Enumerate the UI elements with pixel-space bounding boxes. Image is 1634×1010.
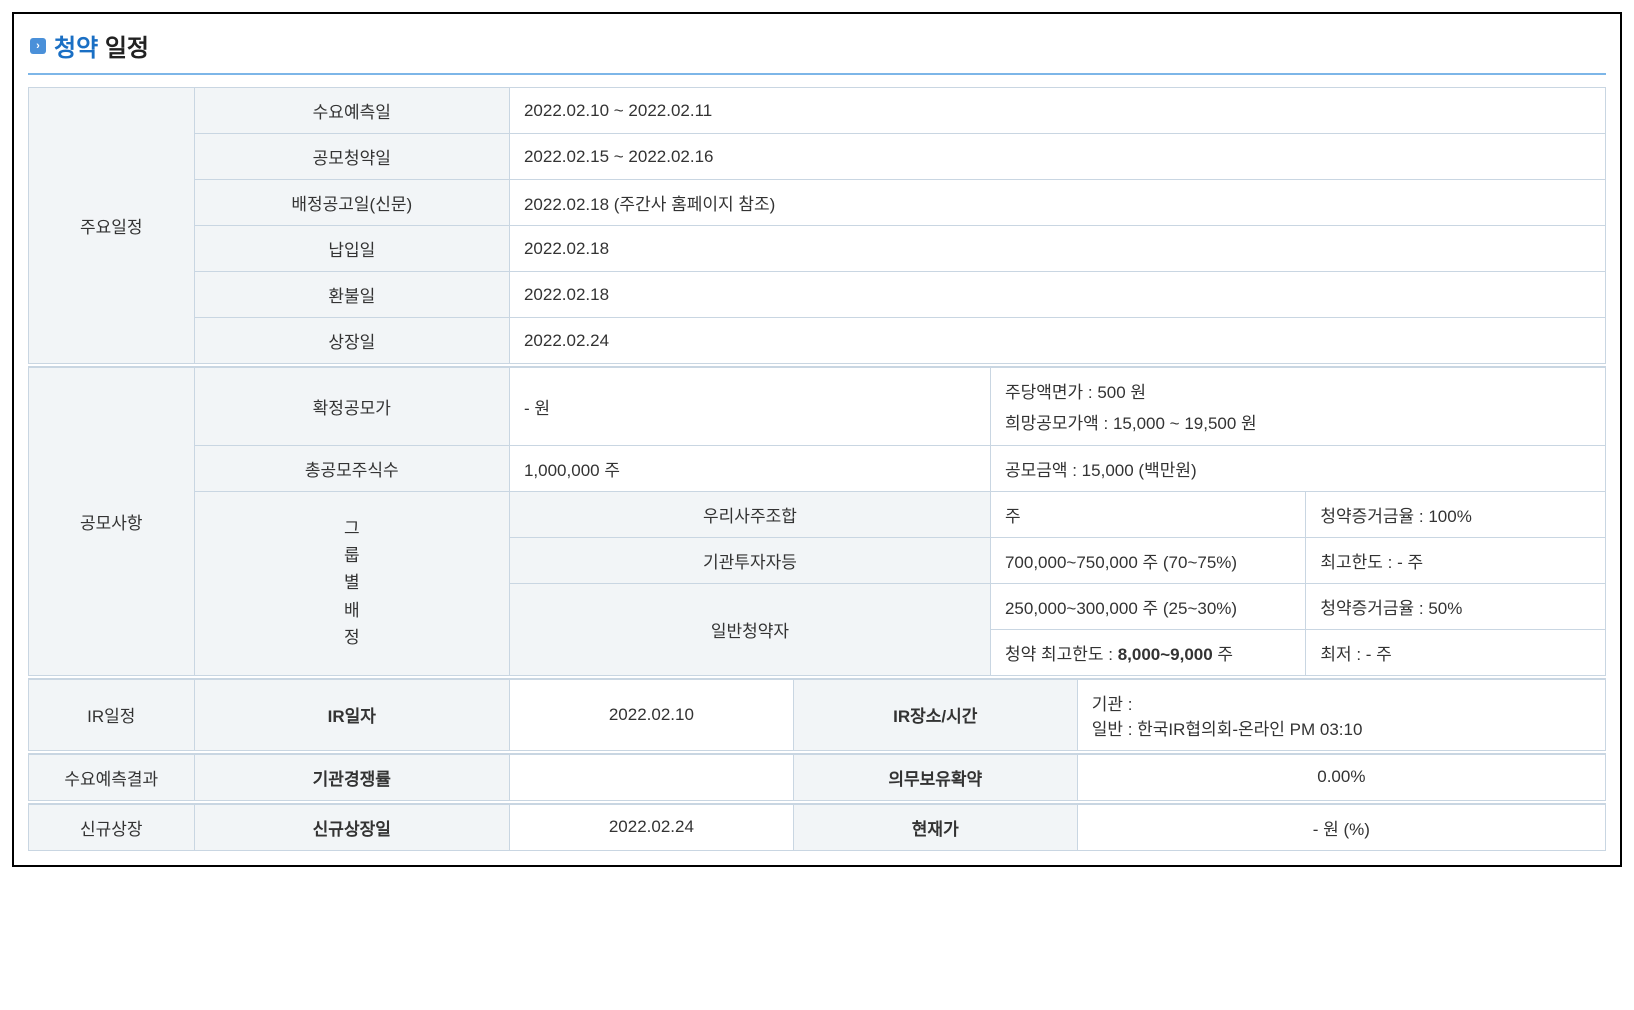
row-value: 2022.02.18 (주간사 홈페이지 참조): [509, 180, 1605, 226]
row-label: 납입일: [194, 226, 509, 272]
total-shares-value: 1,000,000 주: [509, 445, 990, 491]
group-retail-note1: 청약증거금율 : 50%: [1306, 583, 1606, 629]
group-inst-shares: 700,000~750,000 주 (70~75%): [990, 537, 1305, 583]
demand-lockup-label: 의무보유확약: [793, 754, 1077, 801]
group-retail-note2: 최저 : - 주: [1306, 629, 1606, 675]
row-value: 2022.02.24: [509, 318, 1605, 364]
ir-table: IR일정 IR일자 2022.02.10 IR장소/시간 기관 : 일반 : 한…: [28, 678, 1606, 751]
row-value: 2022.02.15 ~ 2022.02.16: [509, 134, 1605, 180]
demand-table: 수요예측결과 기관경쟁률 의무보유확약 0.00%: [28, 753, 1606, 801]
listing-price-value: - 원 (%): [1077, 804, 1605, 851]
ir-place-label: IR장소/시간: [793, 679, 1077, 751]
listing-table: 신규상장 신규상장일 2022.02.24 현재가 - 원 (%): [28, 803, 1606, 851]
title-accent: 청약: [54, 35, 98, 62]
group-esop-shares: 주: [990, 491, 1305, 537]
fixed-price-value: - 원: [509, 367, 990, 445]
ir-date-label: IR일자: [194, 679, 509, 751]
listing-price-label: 현재가: [793, 804, 1077, 851]
fixed-price-label: 확정공모가: [194, 367, 509, 445]
section-header: › 청약 일정: [28, 24, 1606, 75]
retail-limit-suffix: 주: [1213, 645, 1233, 664]
offering-section-label: 공모사항: [29, 367, 195, 675]
group-retail-limit: 청약 최고한도 : 8,000~9,000 주: [990, 629, 1305, 675]
listing-date-label: 신규상장일: [194, 804, 509, 851]
schedule-table: 주요일정 수요예측일 2022.02.10 ~ 2022.02.11 공모청약일…: [28, 87, 1606, 364]
ir-date-value: 2022.02.10: [509, 679, 793, 751]
demand-ratio-label: 기관경쟁률: [194, 754, 509, 801]
demand-section-label: 수요예측결과: [29, 754, 195, 801]
offering-amount: 공모금액 : 15,000 (백만원): [990, 445, 1605, 491]
row-value: 2022.02.18: [509, 272, 1605, 318]
row-value: 2022.02.10 ~ 2022.02.11: [509, 88, 1605, 134]
retail-limit-label: 청약 최고한도 :: [1005, 645, 1118, 664]
hoped-price: 희망공모가액 : 15,000 ~ 19,500 원: [1005, 409, 1591, 434]
group-inst-name: 기관투자자등: [509, 537, 990, 583]
total-shares-label: 총공모주식수: [194, 445, 509, 491]
title-rest: 일정: [105, 35, 149, 62]
row-value: 2022.02.18: [509, 226, 1605, 272]
group-esop-note: 청약증거금율 : 100%: [1306, 491, 1606, 537]
demand-lockup-value: 0.00%: [1077, 754, 1605, 801]
ir-section-label: IR일정: [29, 679, 195, 751]
listing-section-label: 신규상장: [29, 804, 195, 851]
group-inst-note: 최고한도 : - 주: [1306, 537, 1606, 583]
group-retail-shares: 250,000~300,000 주 (25~30%): [990, 583, 1305, 629]
offering-table: 공모사항 확정공모가 - 원 주당액면가 : 500 원 희망공모가액 : 15…: [28, 366, 1606, 676]
row-label: 수요예측일: [194, 88, 509, 134]
demand-ratio-value: [509, 754, 793, 801]
row-label: 공모청약일: [194, 134, 509, 180]
row-label: 환불일: [194, 272, 509, 318]
group-allocation-label: 그 룹 별 배 정: [194, 491, 509, 675]
ir-place-value: 기관 : 일반 : 한국IR협의회-온라인 PM 03:10: [1077, 679, 1605, 751]
par-value: 주당액면가 : 500 원: [1005, 378, 1591, 403]
row-label: 배정공고일(신문): [194, 180, 509, 226]
chevron-right-icon: ›: [30, 38, 46, 54]
schedule-section-label: 주요일정: [29, 88, 195, 364]
retail-limit-value: 8,000~9,000: [1118, 645, 1213, 664]
listing-date-value: 2022.02.24: [509, 804, 793, 851]
par-hope-cell: 주당액면가 : 500 원 희망공모가액 : 15,000 ~ 19,500 원: [990, 367, 1605, 445]
row-label: 상장일: [194, 318, 509, 364]
group-esop-name: 우리사주조합: [509, 491, 990, 537]
group-retail-name: 일반청약자: [509, 583, 990, 675]
page-title: 청약 일정: [54, 28, 149, 63]
